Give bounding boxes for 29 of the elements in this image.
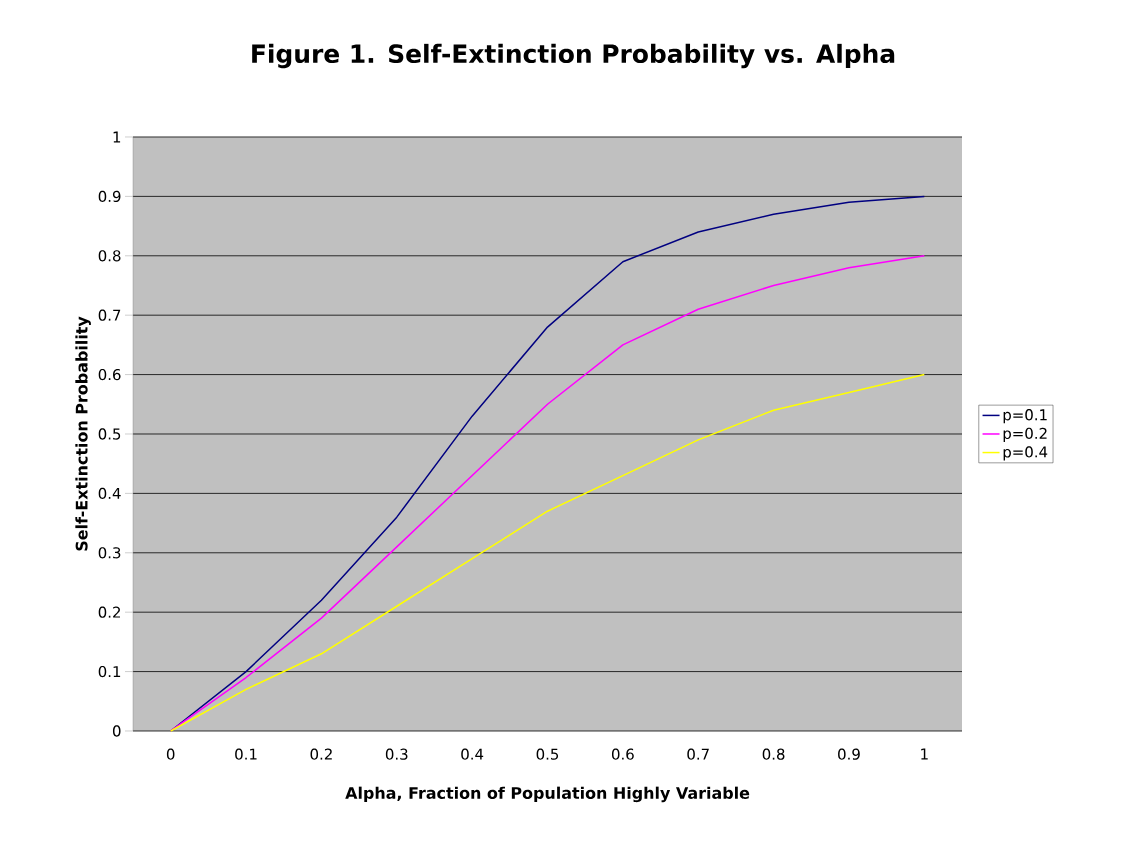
y-tick-label: 0.9 [98, 190, 121, 203]
y-tick-label: 0.8 [98, 250, 121, 262]
x-tick-label: 0 [166, 748, 175, 760]
chart-title: Figure 1. Self-Extinction Probability vs. Alpha [252, 43, 895, 69]
x-tick-label: 0.9 [838, 748, 860, 760]
x-axis-title: Alpha, Fraction of Population Highly Variable [345, 786, 750, 803]
y-tick-label: 0.6 [98, 368, 121, 381]
y-tick-label: 0.2 [98, 606, 120, 618]
x-tick-label: 0.4 [461, 748, 484, 760]
y-tick-label: 0.3 [98, 547, 121, 559]
legend-label: p=0.1 [1003, 409, 1047, 424]
y-tick-label: 0 [112, 725, 121, 737]
y-axis-title: Self-Extinction Probability [75, 316, 91, 551]
y-tick-label: 0.7 [98, 309, 121, 321]
y-tick-label: 0.5 [98, 428, 121, 440]
legend-label: p=0.2 [1003, 427, 1047, 442]
x-tick-label: 0.3 [385, 748, 408, 760]
x-tick-label: 0.8 [762, 748, 785, 760]
x-tick-label: 1 [921, 748, 928, 760]
x-tick-label: 0.7 [687, 748, 709, 760]
x-tick-label: 0.2 [310, 748, 332, 760]
legend-label: p=0.4 [1003, 446, 1048, 461]
x-tick-label: 0.6 [611, 748, 634, 760]
x-tick-label: 0.1 [235, 748, 257, 760]
line-series [169, 373, 926, 732]
y-tick-label: 0.1 [98, 665, 121, 678]
y-tick-label: 1 [113, 131, 121, 143]
x-tick-label: 0.5 [536, 748, 559, 760]
y-tick-label: 0.4 [98, 487, 121, 500]
